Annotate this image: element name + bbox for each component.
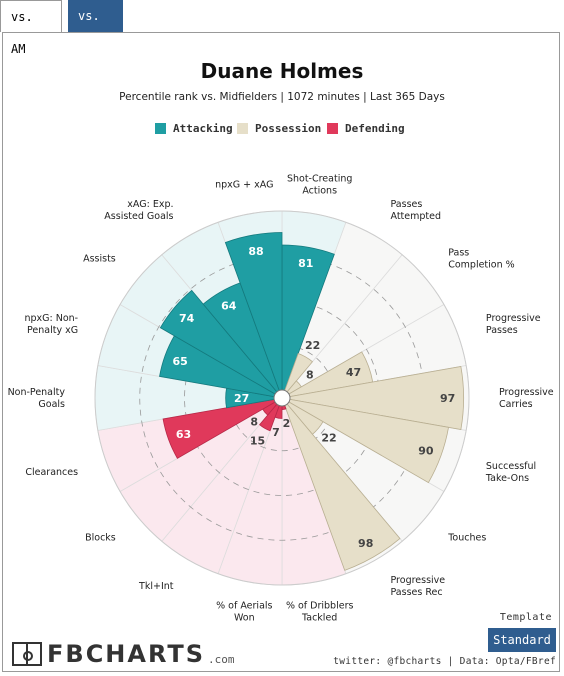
bars — [159, 232, 465, 571]
category-label: Blocks — [85, 532, 116, 543]
legend-label-attacking: Attacking — [173, 122, 233, 135]
value-label: 8 — [306, 369, 314, 382]
value-label: 8 — [250, 415, 258, 428]
chart-title: Duane Holmes — [201, 59, 364, 83]
outer-ring — [94, 210, 470, 586]
category-label: Passes Attempted — [391, 199, 442, 222]
legend-swatch-possession — [237, 123, 248, 134]
category-label: Touches — [447, 532, 486, 543]
value-label: 65 — [173, 355, 188, 368]
category-label: Non-Penalty Goals — [8, 387, 66, 410]
logo-suffix: .com — [208, 652, 235, 666]
category-label: Tkl+Int — [138, 581, 174, 592]
standard-template-button[interactable]: Standard — [488, 628, 556, 652]
chart-subtitle: Percentile rank vs. Midfielders | 1072 m… — [119, 91, 445, 103]
value-label: 7 — [272, 426, 280, 439]
legend-swatch-attacking — [155, 123, 166, 134]
value-label: 27 — [234, 392, 249, 405]
value-label: 88 — [248, 245, 263, 258]
category-label: Shot-Creating Actions — [287, 173, 352, 196]
category-label: npxG: Non-Penalty xG — [24, 313, 78, 336]
legend-label-defending: Defending — [345, 122, 405, 135]
legend: Attacking Possession Defending — [155, 122, 405, 135]
tab-vs-am[interactable]: vs. AM — [0, 0, 62, 56]
fbcharts-logo: FBCHARTS .com — [12, 640, 235, 668]
category-label: Progressive Passes Rec — [391, 575, 446, 598]
value-label: 64 — [221, 300, 237, 313]
value-label: 98 — [358, 537, 373, 550]
value-label: 74 — [179, 312, 195, 325]
value-label: 63 — [176, 428, 191, 441]
value-label: 22 — [321, 431, 336, 444]
value-label: 81 — [298, 257, 313, 270]
category-label: Assists — [83, 254, 116, 265]
legend-label-possession: Possession — [255, 122, 321, 135]
credit-text: twitter: @fbcharts | Data: Opta/FBref — [333, 656, 556, 667]
chart-frame — [2, 32, 560, 672]
category-label: % of Aerials Won — [216, 601, 272, 624]
category-label: % of Dribblers Tackled — [286, 601, 354, 624]
tab-bar: vs. AM vs. MF — [0, 0, 564, 56]
value-label: 90 — [418, 444, 434, 457]
value-label: 47 — [346, 366, 361, 379]
value-label: 15 — [250, 434, 265, 447]
category-label: Progressive Passes — [486, 313, 541, 336]
category-label: Clearances — [25, 467, 78, 478]
value-label: 22 — [305, 339, 320, 352]
category-label: Successful Take-Ons — [485, 461, 536, 484]
legend-swatch-defending — [327, 123, 338, 134]
center-hub — [273, 389, 291, 407]
category-labels: Shot-Creating Actions Passes Attempted Pass C… — [8, 173, 554, 623]
category-label: npxG + xAG — [215, 179, 273, 190]
tab-vs-mf[interactable]: vs. MF — [68, 0, 123, 55]
template-label: Template — [499, 612, 552, 623]
logo-text: FBCHARTS — [47, 640, 206, 668]
category-label: Progressive Carries — [499, 387, 554, 410]
value-label: 2 — [283, 417, 291, 430]
pitch-icon — [12, 642, 42, 666]
value-label: 97 — [440, 392, 455, 405]
value-labels: 81 22 8 47 97 90 22 98 27 15 8 63 27 65 74 64 88 — [173, 245, 456, 550]
category-label: xAG: Exp. Assisted Goals — [104, 199, 173, 222]
category-label: Pass Completion % — [448, 248, 514, 271]
